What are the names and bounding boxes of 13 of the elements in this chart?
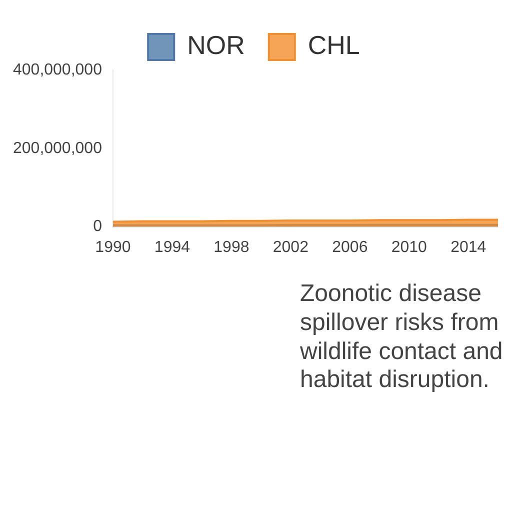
x-tick-label: 2002 bbox=[272, 238, 309, 256]
x-tick-label: 2010 bbox=[391, 238, 428, 256]
x-tick-label: 1998 bbox=[214, 238, 250, 256]
y-tick-label: 200,000,000 bbox=[12, 140, 102, 157]
y-tick-label: 400,000,000 bbox=[12, 61, 102, 78]
x-tick-label: 1994 bbox=[154, 238, 190, 256]
y-tick-label: 0 bbox=[93, 218, 102, 236]
legend-label: CHL bbox=[308, 30, 360, 60]
x-tick-label: 2014 bbox=[450, 238, 486, 256]
legend-label: NOR bbox=[187, 30, 245, 60]
x-tick-label: 2006 bbox=[332, 238, 368, 256]
x-tick-label: 1990 bbox=[95, 238, 131, 256]
text: Zoonotic disease spillover risks from wildlife contact and habitat disruption. bbox=[300, 280, 504, 396]
